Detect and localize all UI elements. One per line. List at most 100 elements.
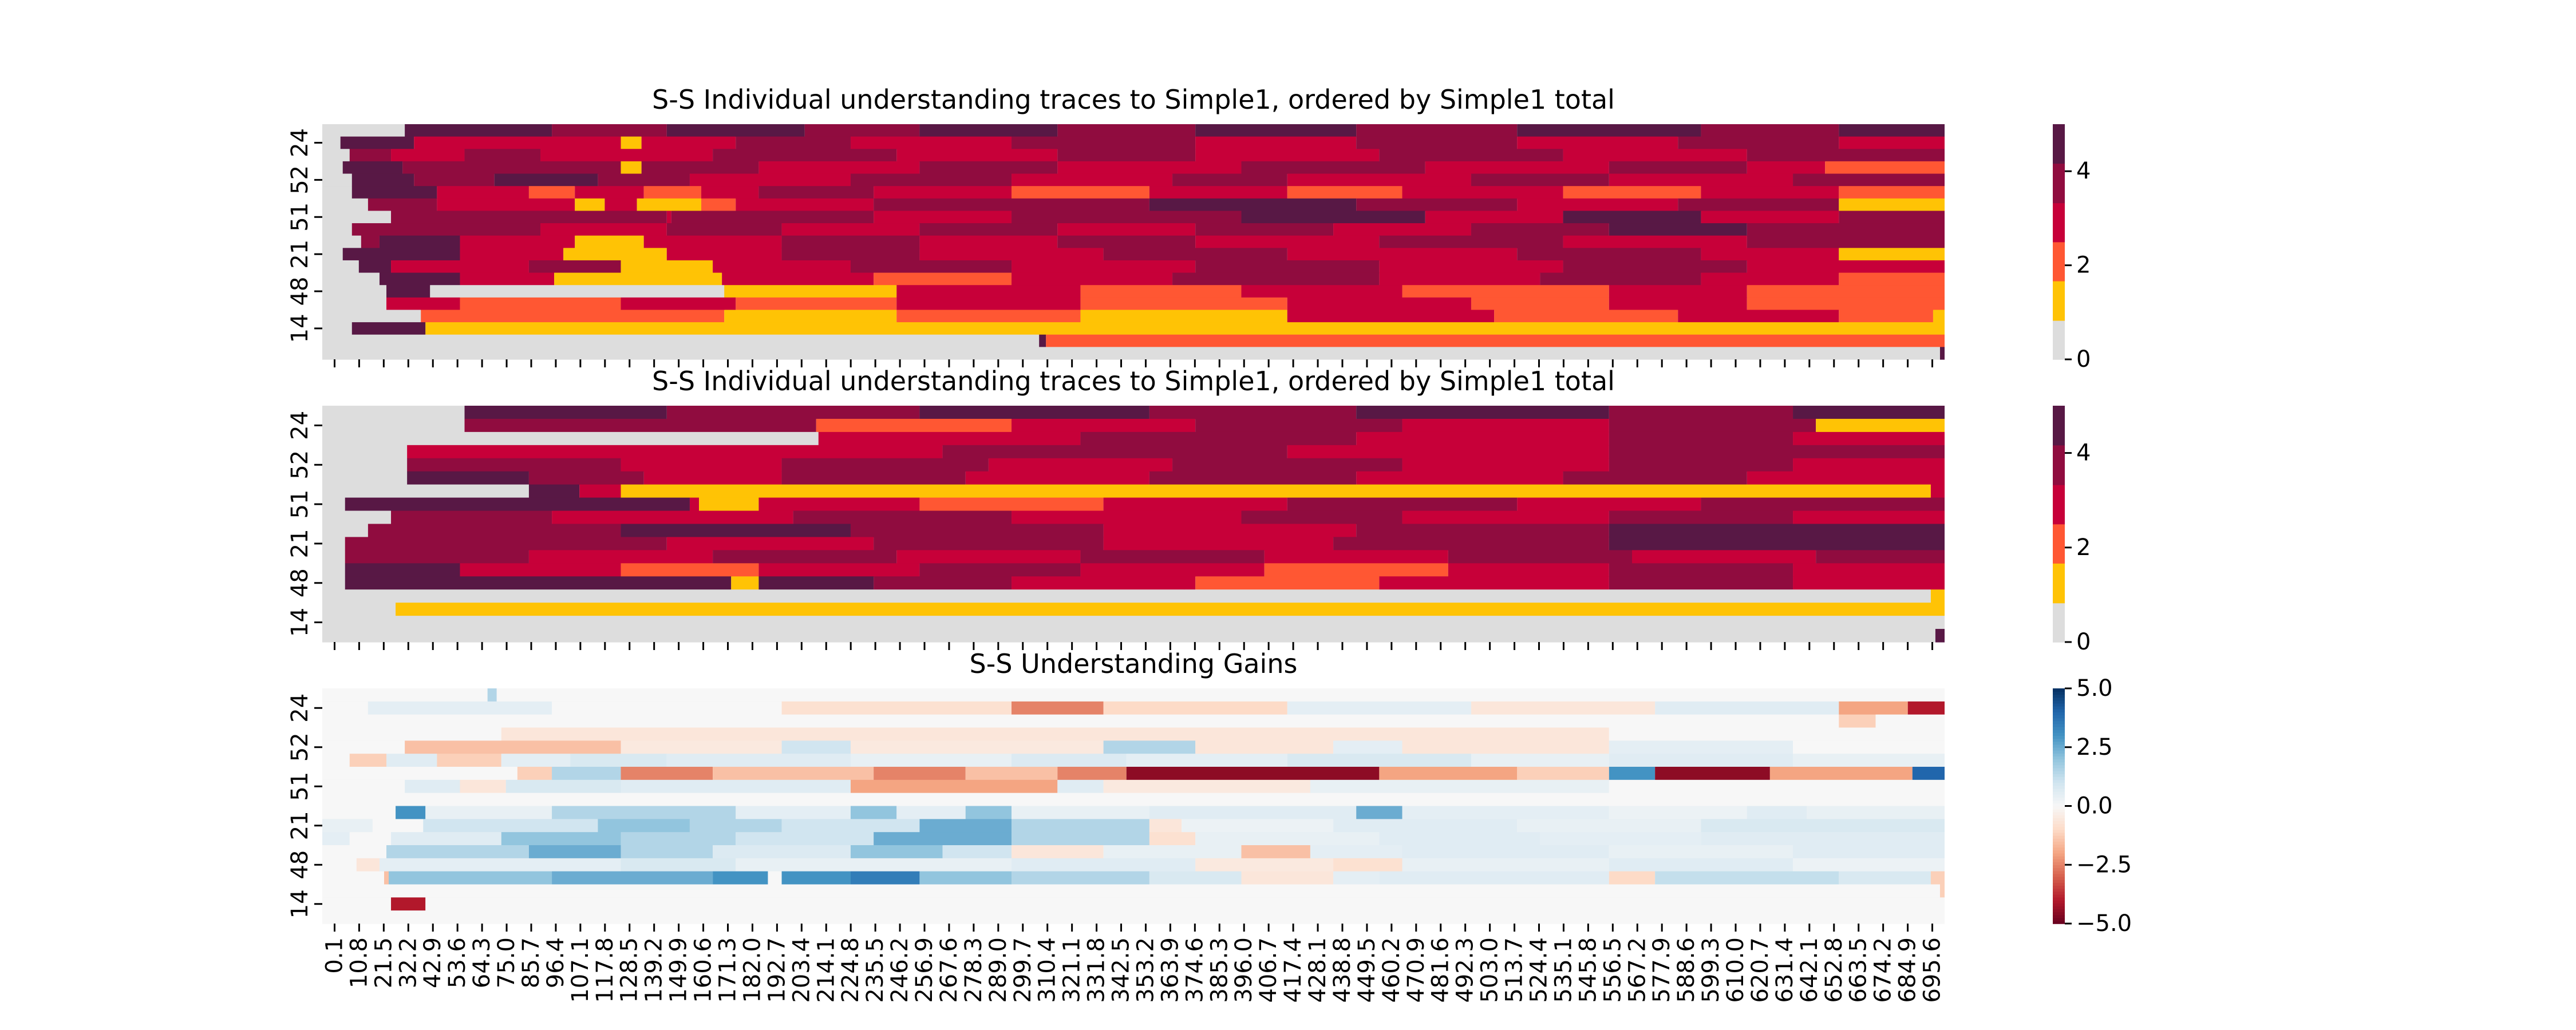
colorbar-swatch: [2053, 909, 2065, 913]
heatmap-cell: [345, 563, 460, 577]
heatmap-cell: [1793, 173, 1945, 187]
heatmap-cell: [1609, 727, 1945, 741]
heatmap-cell: [1609, 510, 1793, 525]
heatmap-cell: [768, 871, 782, 885]
heatmap-cell: [713, 149, 897, 162]
heatmap-cell: [1563, 471, 1747, 485]
colorbar-swatch: [2053, 853, 2065, 857]
heatmap-cell: [386, 285, 430, 298]
heatmap-cell: [874, 198, 1149, 212]
heatmap-cell: [896, 297, 1081, 311]
heatmap-cell: [437, 754, 501, 767]
heatmap-cell: [494, 173, 598, 187]
heatmap-cell: [1080, 550, 1265, 564]
x-tick-label: 470.9: [1403, 937, 1429, 1003]
heatmap-cell: [405, 779, 460, 794]
colorbar-swatch: [2053, 785, 2065, 789]
heatmap-cell: [464, 406, 667, 419]
heatmap-cell: [1609, 871, 1656, 885]
heatmap-cell: [501, 754, 571, 767]
heatmap-cell: [1039, 334, 1046, 347]
heatmap-cell: [701, 198, 736, 212]
heatmap-cell: [666, 248, 782, 261]
heatmap-cell: [575, 198, 605, 212]
heatmap-cell: [396, 603, 1945, 616]
colorbar-swatch: [2053, 838, 2065, 842]
heatmap-cell: [322, 767, 517, 781]
heatmap-cell: [1609, 767, 1656, 781]
colorbar-tick-label: 0: [2076, 346, 2091, 373]
colorbar-swatch: [2053, 903, 2065, 906]
heatmap-cell: [641, 161, 759, 175]
heatmap-cell: [1012, 272, 1173, 286]
heatmap-cell: [919, 406, 1149, 419]
colorbar-swatch: [2053, 563, 2065, 604]
heatmap-cell: [1057, 223, 1196, 236]
heatmap-cell: [552, 767, 621, 781]
heatmap-cell: [1609, 418, 1816, 433]
colorbar-swatch: [2053, 797, 2065, 801]
heatmap-cell: [1933, 310, 1945, 323]
x-axis-traces-2: [333, 642, 1934, 650]
heatmap-cell: [816, 418, 1012, 433]
heatmap-cell: [1012, 806, 1149, 819]
heatmap-cell: [1563, 235, 1747, 248]
heatmap-cell: [1046, 334, 1945, 347]
heatmap-cell: [349, 754, 387, 767]
colorbar-swatch: [2053, 850, 2065, 854]
heatmap-cell: [322, 910, 1945, 924]
x-tick-label: 171.3: [715, 937, 741, 1003]
colorbar-swatch: [2053, 762, 2065, 766]
heatmap-cell: [460, 248, 564, 261]
heatmap-cell: [666, 124, 805, 137]
x-tick-label: 588.6: [1673, 937, 1700, 1003]
heatmap-cell: [1241, 845, 1310, 859]
x-tick-label: 278.3: [961, 937, 987, 1003]
heatmap-cell: [322, 285, 387, 298]
x-tick-label: 610.0: [1722, 937, 1749, 1003]
heatmap-cell: [919, 235, 1058, 248]
heatmap-cell: [1793, 406, 1945, 419]
heatmap-cell: [1356, 471, 1563, 485]
heatmap-cell: [552, 871, 713, 885]
heatmap-cell: [1195, 740, 1334, 754]
heatmap-cell: [528, 260, 621, 274]
heatmap-cell: [322, 616, 1945, 629]
x-tick-label: 374.6: [1182, 937, 1208, 1003]
heatmap-cell: [1769, 767, 1913, 781]
heatmap-cell: [1149, 819, 1182, 833]
heatmap-cell: [1517, 124, 1701, 137]
heatmap-cell: [1103, 701, 1287, 715]
heatmap-cell: [1012, 418, 1196, 433]
heatmap-cell: [322, 740, 405, 754]
heatmap-cell: [1103, 524, 1357, 538]
heatmap-cell: [351, 186, 437, 199]
x-tick-label: 577.9: [1649, 937, 1675, 1003]
chart-title-traces-2: S-S Individual understanding traces to S…: [652, 366, 1615, 397]
heatmap-cell: [460, 272, 555, 286]
heatmap-cell: [1935, 629, 1945, 643]
heatmap-cell: [322, 589, 345, 603]
heatmap-cell: [322, 484, 529, 498]
heatmap-cell: [1172, 173, 1287, 187]
heatmap-cell: [1425, 211, 1563, 224]
heatmap-cell: [351, 173, 414, 187]
heatmap-cell: [1103, 537, 1334, 550]
heatmap-cell: [351, 322, 426, 335]
heatmap-cell: [368, 524, 621, 538]
heatmap-cell: [1471, 223, 1609, 236]
heatmap-cell: [460, 563, 621, 577]
heatmap-cell: [1057, 767, 1127, 781]
colorbar-swatch: [2053, 280, 2065, 321]
y-tick-label: 14: [287, 314, 313, 343]
heatmap-cell: [1609, 161, 1747, 175]
colorbar-tick-label: 0.0: [2076, 793, 2113, 819]
heatmap-cell: [322, 897, 392, 911]
colorbar-swatch: [2053, 829, 2065, 833]
colorbar-swatch: [2053, 767, 2065, 771]
heatmap-cell: [1816, 550, 1945, 564]
x-tick-label: 620.7: [1747, 937, 1773, 1003]
heatmap-cell: [322, 871, 384, 885]
heatmap-cell: [501, 727, 621, 741]
heatmap-cell: [1287, 445, 1609, 459]
